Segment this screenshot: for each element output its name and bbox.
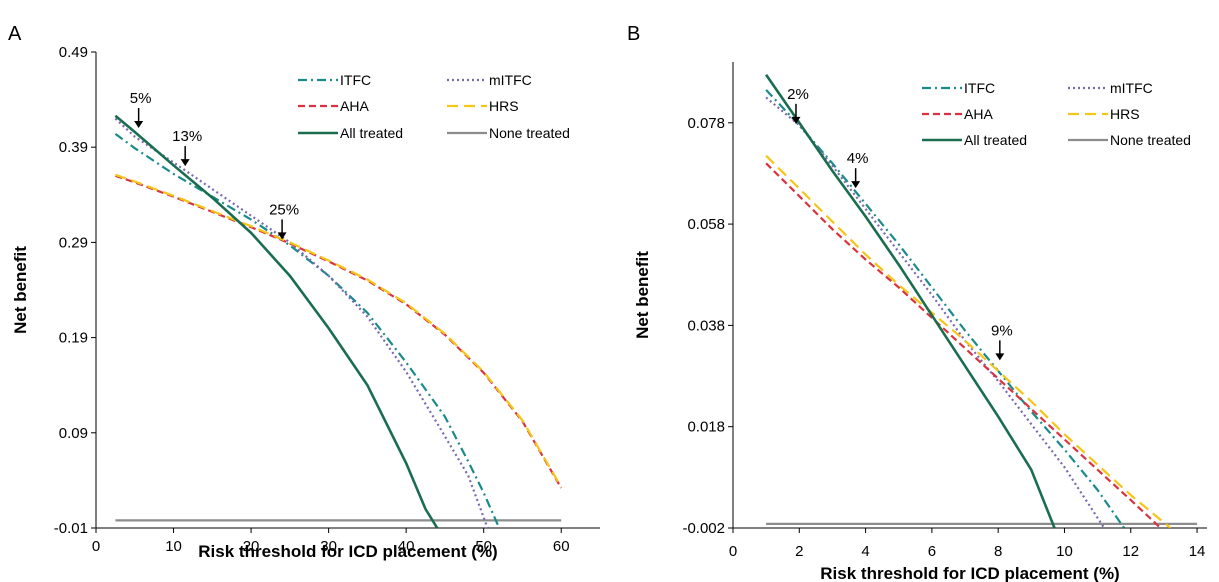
panel-b: B 0 2 4 6 8 10 12 14 -0.002 0.018 0.038 0.058 0.078 R… [627,23,1207,582]
x-tick-label: 6 [928,543,936,560]
series-line-aha [115,174,563,489]
x-tick-label: 20 [243,538,260,555]
x-tick-label: 60 [553,538,570,555]
x-tick-label: 12 [1122,543,1139,560]
annotation: 5% [130,90,152,129]
x-axis-title: Risk threshold for ICD placement (%) [198,542,497,561]
panel-letter: B [627,23,640,45]
annotation-label: 13% [172,128,202,145]
legend-label: mITFC [1110,80,1153,96]
annotation: 9% [991,322,1013,361]
x-tick-label: 40 [398,538,415,555]
legend-label: None treated [1110,132,1191,148]
legend-label: ITFC [964,80,995,96]
series-line-all-treated [114,114,439,528]
series-line-itfc [114,133,501,528]
y-tick-label: 0.018 [687,419,725,436]
series-line-hrs [115,173,563,488]
legend-label: HRS [489,98,519,114]
series-line-hrs [765,154,1172,528]
annotation-arrowhead [277,232,287,240]
legend: ITFC mITFC AHA HRS All treated None treated [922,80,1191,148]
x-tick-label: 8 [994,543,1002,560]
x-tick-label: 2 [795,543,803,560]
y-tick-label: 0.058 [687,216,725,233]
y-tick-label: 0.19 [59,330,88,347]
annotation-label: 25% [269,201,299,218]
x-tick-label: 50 [475,538,492,555]
panel-a: A 0 10 20 30 40 50 60 -0.01 0.09 0.19 0.29 0.39 0.49… [8,23,600,561]
y-tick-label: 0.09 [59,425,88,442]
annotation: 4% [847,150,869,189]
annotation: 25% [269,201,299,240]
legend-label: All treated [340,125,403,141]
legend-label: AHA [340,98,369,114]
annotation-arrowhead [791,116,801,124]
y-axis-title: Net benefit [633,251,652,339]
y-tick-label: 0.29 [59,234,88,251]
legend-label: All treated [964,132,1027,148]
y-tick-label: 0.39 [59,139,88,156]
x-tick-label: 14 [1189,543,1206,560]
annotation-arrowhead [995,353,1005,361]
y-tick-label: -0.002 [682,520,725,537]
y-tick-label: -0.01 [54,520,88,537]
y-axis-title: Net benefit [11,246,30,334]
series-line-mitfc [765,96,1106,528]
annotation-arrowhead [134,121,144,129]
annotation-label: 5% [130,90,152,107]
annotation: 13% [172,128,202,167]
annotation-arrowhead [180,159,190,167]
y-tick-label: 0.078 [687,115,725,132]
annotation-label: 9% [991,322,1013,339]
x-tick-label: 0 [92,538,100,555]
series-line-all-treated [765,73,1056,528]
legend-label: AHA [964,106,993,122]
series-line-aha [765,162,1162,528]
legend-label: HRS [1110,106,1140,122]
x-tick-label: 0 [729,543,737,560]
y-tick-label: 0.038 [687,317,725,334]
legend-label: ITFC [340,72,371,88]
y-tick-label: 0.49 [59,44,88,61]
annotation-arrowhead [851,181,861,189]
x-tick-label: 4 [861,543,869,560]
series-line-mitfc [114,117,489,528]
annotation-label: 4% [847,150,869,167]
legend: ITFC mITFC AHA HRS All treated None treated [298,72,570,141]
panel-letter: A [8,23,22,45]
legend-label: mITFC [489,72,532,88]
x-tick-label: 10 [165,538,182,555]
annotation: 2% [787,86,809,124]
x-axis-title: Risk threshold for ICD placement (%) [820,564,1119,582]
x-tick-label: 10 [1056,543,1073,560]
legend-label: None treated [489,125,570,141]
series-line-itfc [765,89,1126,528]
annotation-label: 2% [787,86,809,103]
x-tick-label: 30 [320,538,337,555]
